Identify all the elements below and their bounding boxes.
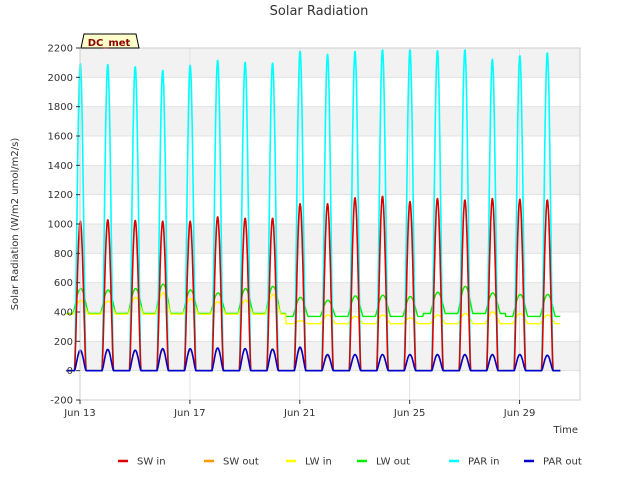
y-tick-label: 0 (67, 366, 73, 377)
grid-band (80, 48, 580, 78)
legend-item-par-in: PAR in (449, 457, 499, 468)
legend-label: PAR in (468, 457, 499, 468)
grid-band (80, 282, 580, 312)
x-tick-label: Jun 21 (283, 408, 316, 419)
y-tick-label: 2000 (48, 73, 73, 84)
y-tick-label: 1200 (48, 190, 73, 201)
legend-label: LW in (305, 457, 332, 468)
y-tick-label: 800 (54, 249, 73, 260)
legend: SW in SW out LW in LW out PAR in PAR out (118, 457, 582, 468)
chart-title: Solar Radiation (270, 4, 369, 19)
badge-shape (80, 33, 140, 49)
y-tick-label: 2200 (48, 44, 73, 55)
series-line-par-out (65, 346, 561, 372)
y-tick-labels: -200 0 200 400 600 800 1000 1200 1400 1600 1800 200… (48, 44, 80, 407)
y-axis-label: Solar Radiation (W/m2 umol/m2/s) (10, 138, 21, 311)
x-tick-label: Jun 29 (503, 408, 536, 419)
badge-label: DC_met (88, 38, 131, 49)
legend-label: PAR out (543, 457, 582, 468)
legend-item-sw-in: SW in (118, 457, 166, 468)
y-tick-label: 1600 (48, 132, 73, 143)
x-tick-label: Jun 13 (63, 408, 96, 419)
y-tick-label: 1800 (48, 102, 73, 113)
y-tick-label: 400 (54, 308, 73, 319)
legend-item-par-out: PAR out (524, 457, 582, 468)
series-layer (65, 49, 561, 372)
x-tick-label: Jun 25 (393, 408, 426, 419)
grid-band (80, 341, 580, 371)
x-tick-label: Jun 17 (173, 408, 206, 419)
x-tick-labels: Jun 13 Jun 17 Jun 21 Jun 25 Jun 29 (63, 400, 535, 419)
legend-item-sw-out: SW out (204, 457, 259, 468)
y-tick-label: -200 (50, 396, 73, 407)
legend-label: SW in (137, 457, 166, 468)
legend-item-lw-in: LW in (286, 457, 332, 468)
y-tick-label: 600 (54, 278, 73, 289)
series-line-lw-in (66, 292, 561, 325)
station-badge: DC_met (80, 33, 140, 49)
y-tick-label: 200 (54, 337, 73, 348)
legend-label: SW out (223, 457, 259, 468)
legend-item-lw-out: LW out (357, 457, 410, 468)
y-tick-label: 1400 (48, 161, 73, 172)
x-axis-label: Time (553, 425, 578, 436)
legend-label: LW out (376, 457, 410, 468)
y-tick-label: 1000 (48, 220, 73, 231)
